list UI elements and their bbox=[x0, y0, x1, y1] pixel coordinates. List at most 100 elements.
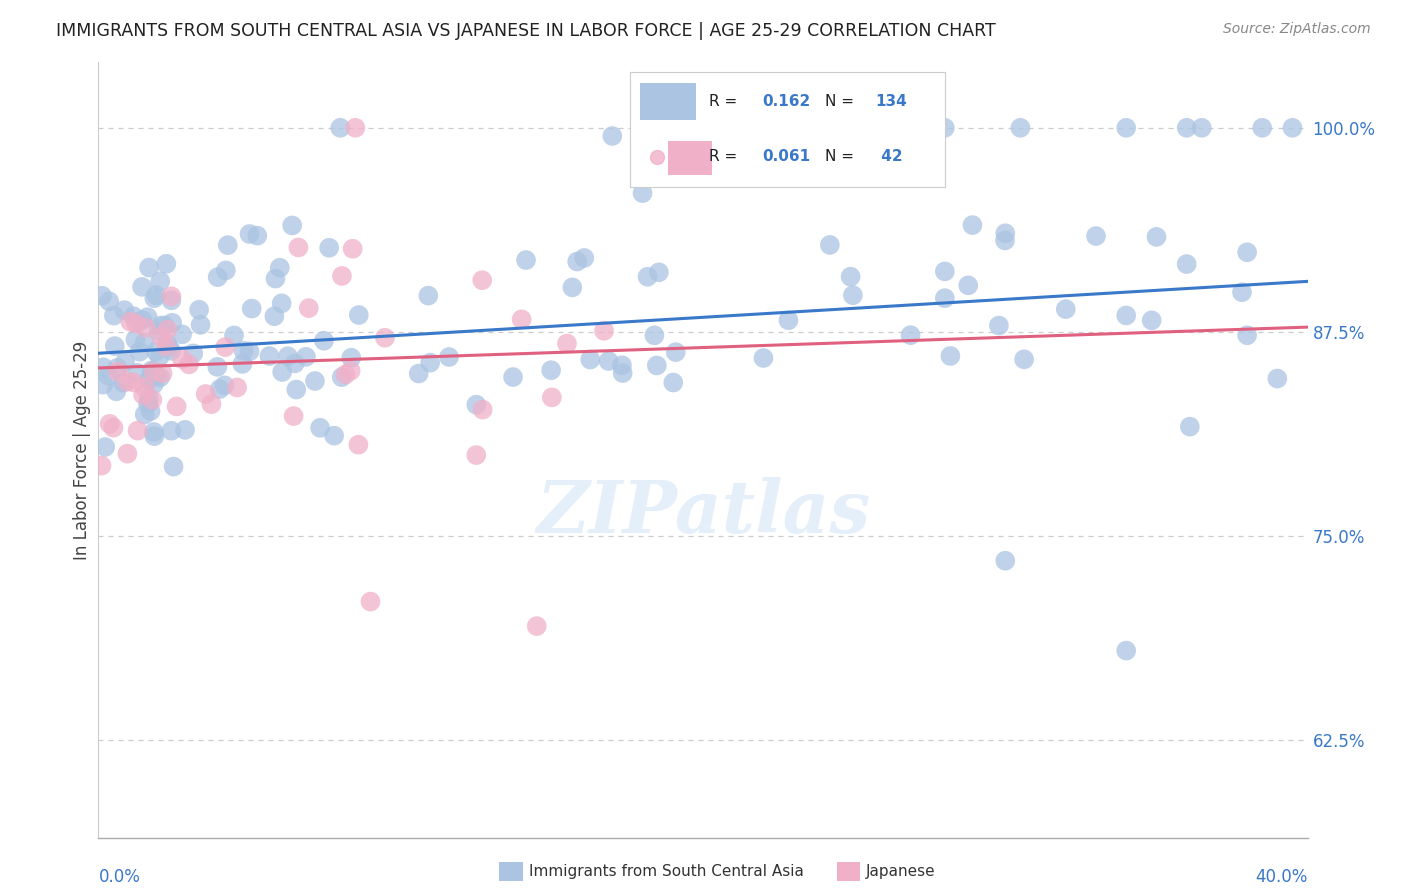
Text: Japanese: Japanese bbox=[866, 864, 936, 879]
Point bbox=[142, 365, 165, 379]
Point bbox=[145, 288, 167, 302]
Point bbox=[1010, 120, 1032, 135]
Point bbox=[122, 376, 145, 390]
Point bbox=[104, 339, 127, 353]
Point bbox=[1115, 120, 1137, 135]
Point bbox=[648, 265, 671, 279]
Point bbox=[555, 336, 578, 351]
Point bbox=[127, 315, 149, 329]
Point bbox=[135, 321, 157, 335]
Point bbox=[157, 341, 180, 355]
Point bbox=[645, 359, 668, 373]
Point bbox=[177, 357, 200, 371]
Point bbox=[1115, 309, 1137, 323]
Point bbox=[166, 400, 188, 414]
Point bbox=[1230, 285, 1253, 300]
Text: Source: ZipAtlas.com: Source: ZipAtlas.com bbox=[1223, 22, 1371, 37]
Point bbox=[1144, 230, 1167, 244]
Point bbox=[502, 370, 524, 384]
Point bbox=[156, 336, 179, 351]
Point bbox=[1140, 313, 1163, 327]
Point bbox=[160, 316, 183, 330]
Point bbox=[156, 322, 179, 336]
Point bbox=[136, 310, 159, 324]
Point bbox=[540, 390, 562, 404]
Point bbox=[263, 310, 285, 324]
Point bbox=[128, 344, 150, 359]
Point bbox=[962, 218, 984, 232]
Point bbox=[839, 269, 862, 284]
Point bbox=[419, 356, 441, 370]
Point bbox=[934, 291, 956, 305]
Point bbox=[98, 294, 121, 309]
Point bbox=[1267, 371, 1289, 385]
Point bbox=[471, 402, 494, 417]
Point bbox=[1175, 257, 1198, 271]
Point bbox=[347, 308, 370, 322]
Point bbox=[437, 350, 460, 364]
Point bbox=[134, 380, 156, 394]
Point bbox=[994, 554, 1017, 568]
Point bbox=[285, 383, 308, 397]
Point bbox=[90, 458, 112, 473]
Point bbox=[217, 238, 239, 252]
Point bbox=[122, 309, 145, 323]
Point bbox=[1281, 120, 1303, 135]
Point bbox=[631, 186, 654, 201]
Point bbox=[91, 377, 114, 392]
Point bbox=[105, 360, 128, 375]
Text: 0.0%: 0.0% bbox=[98, 868, 141, 886]
Point bbox=[125, 317, 148, 331]
Point bbox=[304, 374, 326, 388]
Point bbox=[138, 373, 160, 387]
Point bbox=[117, 375, 139, 389]
Point bbox=[149, 274, 172, 288]
Point bbox=[752, 351, 775, 365]
Point bbox=[240, 301, 263, 316]
Point bbox=[574, 251, 596, 265]
Point bbox=[214, 340, 236, 354]
Point bbox=[610, 358, 633, 372]
Text: ZIPatlas: ZIPatlas bbox=[536, 477, 870, 548]
Point bbox=[957, 278, 980, 293]
Point bbox=[287, 240, 309, 254]
Point bbox=[107, 365, 129, 379]
Point bbox=[194, 387, 217, 401]
Point bbox=[232, 343, 254, 358]
Point bbox=[342, 242, 364, 256]
Text: Immigrants from South Central Asia: Immigrants from South Central Asia bbox=[529, 864, 804, 879]
Point bbox=[465, 398, 488, 412]
Point bbox=[114, 355, 136, 369]
Point bbox=[1012, 352, 1035, 367]
Point bbox=[408, 367, 430, 381]
Point bbox=[602, 128, 624, 143]
Point bbox=[637, 269, 659, 284]
Point bbox=[1115, 643, 1137, 657]
Point bbox=[155, 340, 177, 354]
Point bbox=[662, 376, 685, 390]
Point bbox=[190, 318, 212, 332]
Point bbox=[271, 365, 294, 379]
Point bbox=[172, 327, 194, 342]
Point bbox=[141, 363, 163, 377]
Point bbox=[131, 313, 153, 327]
Point bbox=[246, 228, 269, 243]
Point bbox=[143, 429, 166, 443]
Point bbox=[598, 354, 620, 368]
Point bbox=[138, 260, 160, 275]
Point bbox=[124, 333, 146, 347]
Point bbox=[215, 263, 238, 277]
Point bbox=[105, 384, 128, 399]
Point bbox=[150, 329, 173, 343]
Point bbox=[103, 420, 125, 434]
Point bbox=[112, 376, 135, 390]
Point bbox=[1054, 302, 1077, 317]
Point bbox=[1178, 419, 1201, 434]
Point bbox=[329, 120, 352, 135]
Point bbox=[335, 368, 357, 382]
Point bbox=[295, 350, 318, 364]
Point bbox=[471, 273, 494, 287]
Point bbox=[162, 459, 184, 474]
Point bbox=[153, 318, 176, 333]
Point bbox=[1175, 120, 1198, 135]
